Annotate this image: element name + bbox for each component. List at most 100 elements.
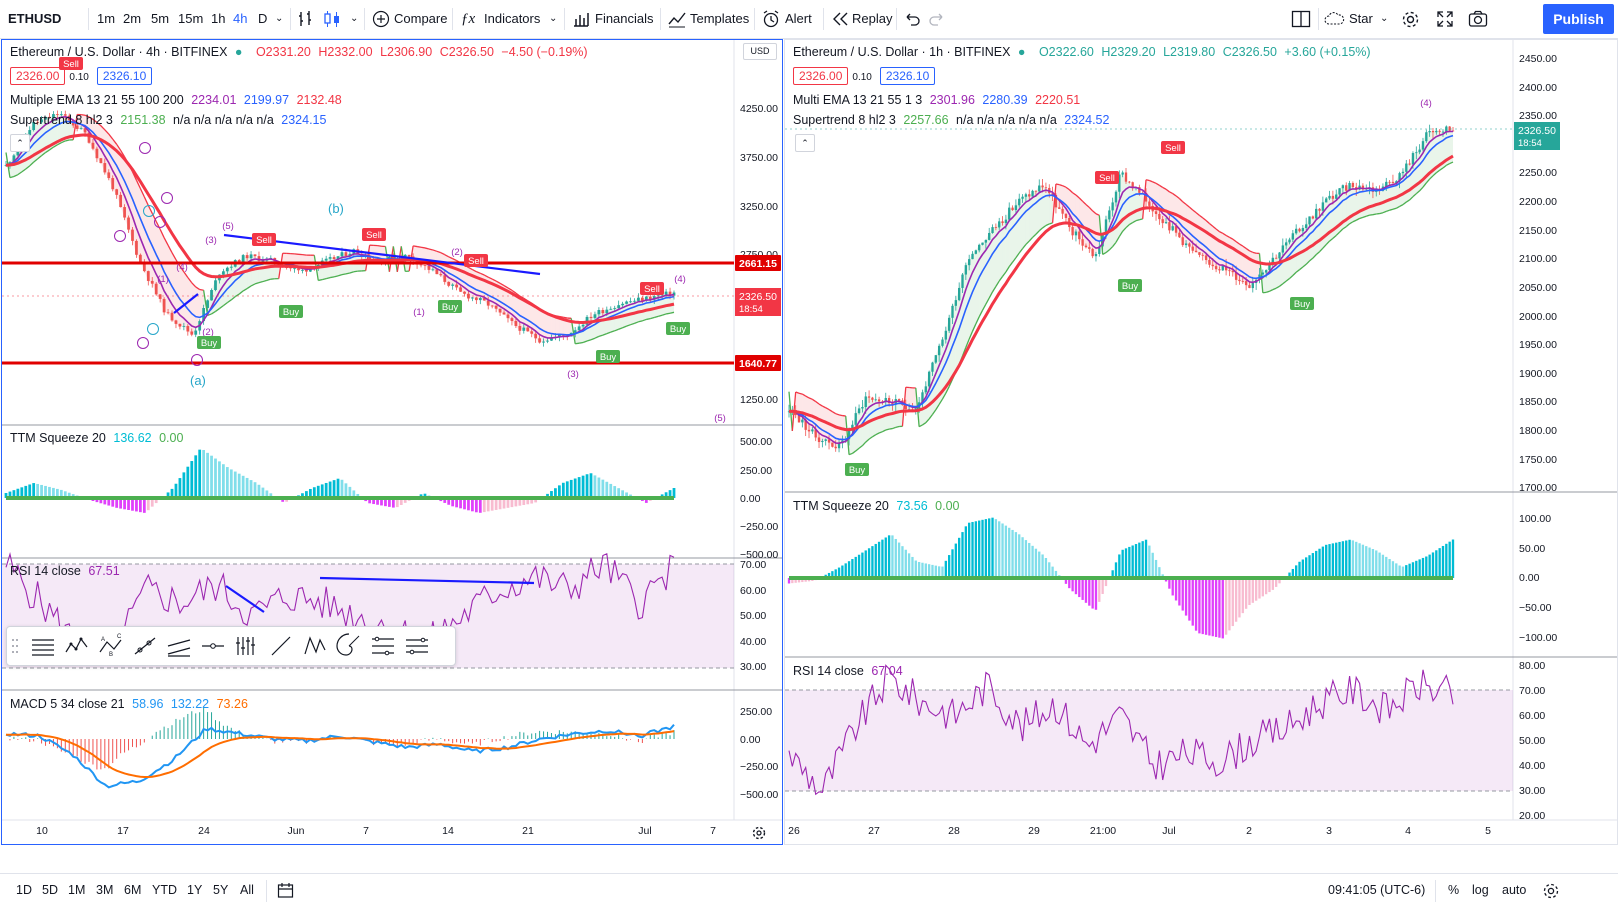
toolbar-divider: [452, 8, 453, 30]
interval-1m[interactable]: 1m: [97, 0, 115, 38]
right-sell-price[interactable]: 2326.00: [793, 67, 848, 85]
supertrend-line: [1253, 252, 1256, 253]
abc-pattern-tool-icon[interactable]: ABC: [97, 632, 125, 660]
candle-body: [345, 252, 348, 256]
range-ytd[interactable]: YTD: [152, 874, 177, 907]
percent-scale-toggle[interactable]: %: [1448, 874, 1459, 907]
left-buy-price[interactable]: 2326.10: [97, 67, 152, 85]
symbol-search[interactable]: ETHUSD: [8, 0, 61, 38]
settings-gear-icon[interactable]: [1542, 882, 1560, 900]
interval-1h[interactable]: 1h: [211, 0, 225, 38]
publish-button[interactable]: Publish: [1543, 4, 1614, 34]
st-name: Supertrend 8 hl2 3: [10, 113, 113, 127]
collapse-legend-icon[interactable]: ⌃: [10, 134, 30, 152]
fullscreen-icon[interactable]: [1436, 10, 1454, 28]
left-rsi-legend[interactable]: RSI 14 close 67.51: [10, 564, 124, 578]
ray-tool-icon[interactable]: [131, 632, 159, 660]
candle-body: [1158, 214, 1160, 219]
templates-button[interactable]: Templates: [690, 0, 749, 38]
go-to-date-icon[interactable]: [277, 882, 295, 900]
alert-button[interactable]: Alert: [785, 0, 812, 38]
range-5y[interactable]: 5Y: [213, 874, 228, 907]
left-chart-title[interactable]: Ethereum / U.S. Dollar · 4h · BITFINEX: [10, 45, 227, 59]
pitchfork-tool-icon[interactable]: [233, 632, 261, 660]
ttm-value-1: 73.56: [896, 499, 927, 513]
chart-settings-gear-icon[interactable]: [754, 828, 765, 839]
range-6m[interactable]: 6M: [124, 874, 141, 907]
star-button[interactable]: Star: [1349, 0, 1373, 38]
range-5d[interactable]: 5D: [42, 874, 58, 907]
layout-icon[interactable]: [1291, 10, 1311, 28]
xabcd-pattern-tool-icon[interactable]: [301, 632, 329, 660]
candle-body: [123, 207, 126, 217]
indicators-dropdown-icon[interactable]: ⌄: [549, 0, 557, 38]
left-macd-legend[interactable]: MACD 5 34 close 21 58.96 132.22 73.26: [10, 697, 252, 711]
right-chart-title[interactable]: Ethereum / U.S. Dollar · 1h · BITFINEX: [793, 45, 1010, 59]
price-axis-label: −500.00: [740, 789, 778, 801]
range-1d[interactable]: 1D: [16, 874, 32, 907]
interval-15m[interactable]: 15m: [178, 0, 203, 38]
collapse-legend-icon[interactable]: ⌃: [795, 134, 815, 152]
redo-icon[interactable]: [928, 11, 946, 27]
templates-icon[interactable]: [668, 10, 686, 28]
date-range-tool-icon[interactable]: [403, 632, 431, 660]
fib-retracement-tool-icon[interactable]: [29, 632, 57, 660]
compare-plus-icon[interactable]: [372, 10, 390, 28]
financials-button[interactable]: Financials: [595, 0, 654, 38]
parallel-channel-tool-icon[interactable]: [165, 632, 193, 660]
interval-5m[interactable]: 5m: [151, 0, 169, 38]
range-all[interactable]: All: [240, 874, 254, 907]
log-scale-toggle[interactable]: log: [1472, 874, 1489, 907]
trend-line-tool-icon[interactable]: [267, 632, 295, 660]
chart-type-dropdown-icon[interactable]: ⌄: [350, 0, 358, 38]
interval-d[interactable]: D: [258, 0, 267, 38]
replay-button[interactable]: Replay: [852, 0, 892, 38]
left-sell-price[interactable]: 2326.00: [10, 67, 65, 85]
interval-2m[interactable]: 2m: [123, 0, 141, 38]
auto-scale-toggle[interactable]: auto: [1502, 874, 1526, 907]
right-ttm-legend[interactable]: TTM Squeeze 20 73.56 0.00: [793, 499, 963, 513]
candle-type-icon[interactable]: [322, 9, 344, 29]
fib-spiral-tool-icon[interactable]: [335, 632, 363, 660]
interval-4h[interactable]: 4h: [233, 0, 247, 38]
indicators-fx-icon[interactable]: ƒx: [461, 0, 475, 38]
alert-clock-icon[interactable]: [762, 10, 780, 28]
camera-snapshot-icon[interactable]: [1468, 10, 1488, 28]
horizontal-line-tool-icon[interactable]: [199, 632, 227, 660]
interval-dropdown-icon[interactable]: ⌄: [275, 0, 283, 38]
price-range-tool-icon[interactable]: [369, 632, 397, 660]
elliott-wave-tool-icon[interactable]: [63, 632, 91, 660]
top-toolbar: ETHUSD 1m 2m 5m 15m 1h 4h D ⌄ ⌄ Compare …: [0, 0, 1618, 39]
ema-name: Multiple EMA 13 21 55 100 200: [10, 93, 184, 107]
right-ema-legend[interactable]: Multi EMA 13 21 55 1 3 2301.96 2280.39 2…: [793, 93, 1084, 107]
candle-body: [329, 257, 332, 259]
cloud-icon[interactable]: [1324, 12, 1346, 26]
replay-icon[interactable]: [831, 11, 849, 27]
candle-body: [1222, 266, 1224, 271]
drag-handle-icon[interactable]: [11, 637, 19, 655]
price-axis-label: 1850.00: [1519, 396, 1557, 408]
indicators-button[interactable]: Indicators: [484, 0, 540, 38]
candle-body: [333, 257, 336, 259]
right-buy-price[interactable]: 2326.10: [880, 67, 935, 85]
undo-icon[interactable]: [903, 11, 921, 27]
settings-gear-icon[interactable]: [1401, 10, 1420, 29]
compare-button[interactable]: Compare: [394, 0, 447, 38]
left-supertrend-legend[interactable]: Supertrend 8 hl2 3 2151.38 n/a n/a n/a n…: [10, 113, 330, 127]
candle-body: [1315, 209, 1317, 219]
financials-icon[interactable]: [572, 10, 590, 28]
bar-style-icon[interactable]: [297, 9, 315, 29]
candle-body: [530, 331, 533, 333]
right-chart-canvas[interactable]: 2450.002400.002350.002250.002200.002150.…: [785, 40, 1617, 844]
range-1m[interactable]: 1M: [68, 874, 85, 907]
left-ttm-legend[interactable]: TTM Squeeze 20 136.62 0.00: [10, 431, 187, 445]
macd-value-1: 58.96: [132, 697, 163, 711]
right-rsi-legend[interactable]: RSI 14 close 67.04: [793, 664, 907, 678]
clock-time[interactable]: 09:41:05 (UTC-6): [1328, 874, 1425, 907]
currency-selector[interactable]: USD: [743, 43, 777, 60]
left-ema-legend[interactable]: Multiple EMA 13 21 55 100 200 2234.01 21…: [10, 93, 346, 107]
star-dropdown-icon[interactable]: ⌄: [1380, 0, 1388, 38]
range-1y[interactable]: 1Y: [187, 874, 202, 907]
right-supertrend-legend[interactable]: Supertrend 8 hl2 3 2257.66 n/a n/a n/a n…: [793, 113, 1113, 127]
range-3m[interactable]: 3M: [96, 874, 113, 907]
